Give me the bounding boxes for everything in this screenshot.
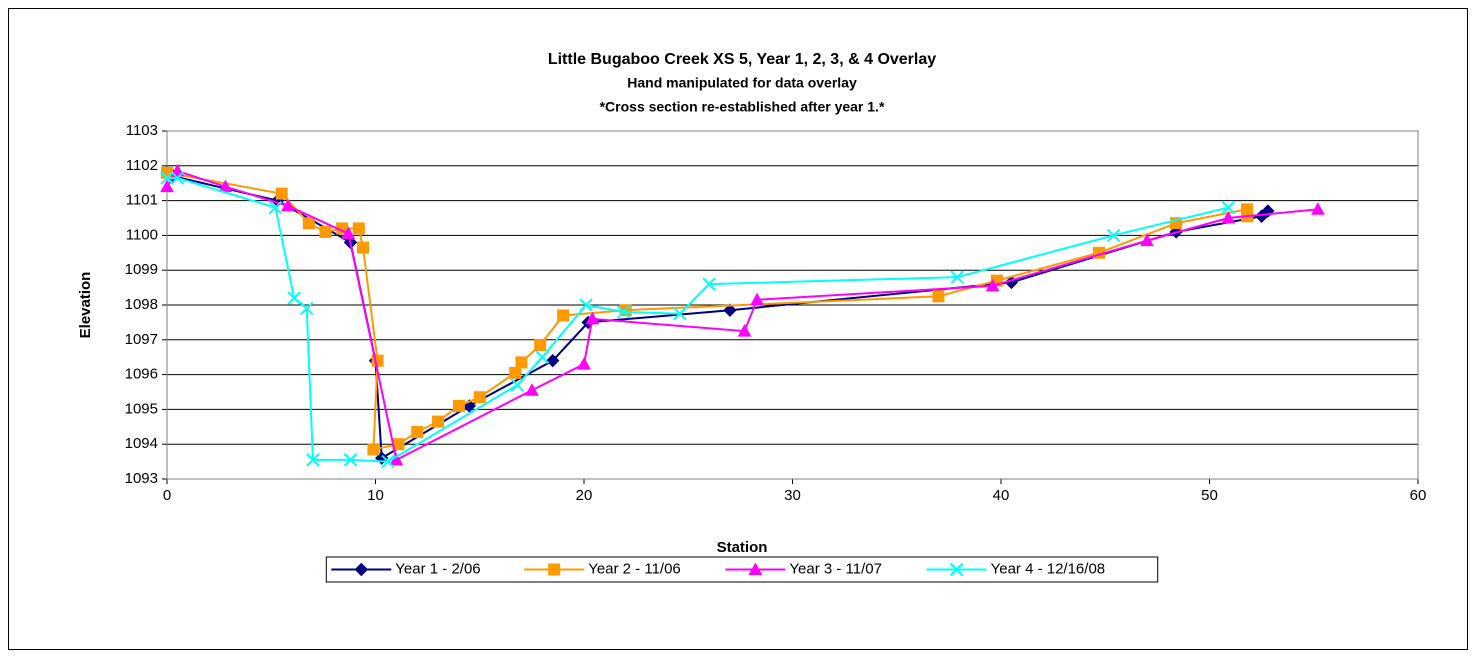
marker: [356, 241, 369, 254]
y-tick-label: 1101: [126, 192, 158, 209]
chart-subtitle: Hand manipulated for data overlay: [627, 75, 857, 91]
marker: [985, 278, 1000, 292]
legend-label: Year 1 - 2/06: [395, 560, 480, 577]
marker: [950, 270, 964, 284]
marker: [949, 562, 964, 577]
x-tick-label: 20: [576, 487, 593, 504]
y-tick-label: 1099: [125, 261, 158, 278]
x-tick-label: 60: [1410, 487, 1427, 504]
marker: [287, 291, 301, 305]
marker: [748, 562, 763, 575]
marker: [616, 305, 631, 319]
y-tick-label: 1095: [125, 400, 158, 417]
y-tick-label: 1102: [126, 157, 158, 174]
marker: [354, 562, 369, 577]
marker: [432, 415, 445, 428]
marker: [452, 399, 465, 412]
marker: [371, 354, 384, 367]
legend-label: Year 3 - 11/07: [789, 560, 882, 577]
chart-border: [8, 8, 1468, 650]
marker: [510, 378, 524, 392]
marker: [302, 217, 315, 230]
marker: [268, 200, 283, 215]
x-tick-label: 50: [1201, 487, 1218, 504]
marker: [534, 339, 547, 352]
x-tick-label: 0: [163, 487, 171, 504]
marker: [1221, 200, 1235, 215]
y-tick-label: 1094: [125, 435, 158, 452]
x-axis-label: Station: [717, 539, 768, 556]
marker: [343, 453, 358, 467]
marker: [546, 353, 560, 368]
marker: [577, 357, 591, 370]
marker: [352, 222, 365, 235]
marker: [750, 292, 764, 306]
marker: [737, 324, 752, 337]
marker: [411, 426, 424, 439]
marker: [1311, 202, 1325, 215]
marker: [299, 301, 314, 316]
marker: [579, 298, 593, 312]
marker: [319, 225, 332, 238]
x-tick-label: 10: [367, 487, 384, 504]
marker: [1170, 217, 1183, 230]
y-tick-label: 1097: [125, 331, 158, 348]
marker: [160, 179, 174, 193]
marker: [548, 563, 561, 576]
marker: [160, 171, 174, 185]
y-tick-label: 1096: [125, 366, 158, 383]
legend-label: Year 2 - 11/06: [588, 560, 681, 577]
y-tick-label: 1103: [126, 122, 158, 139]
marker: [281, 198, 295, 212]
marker: [515, 356, 528, 369]
marker: [341, 226, 356, 240]
marker: [990, 274, 1003, 287]
marker: [367, 443, 380, 456]
marker: [1140, 233, 1154, 247]
marker: [525, 383, 539, 396]
x-tick-label: 30: [784, 487, 801, 504]
marker: [673, 306, 687, 321]
marker: [585, 311, 600, 325]
marker: [1221, 210, 1236, 224]
marker: [509, 366, 522, 379]
y-tick-label: 1100: [126, 226, 158, 243]
marker: [473, 391, 486, 404]
marker: [381, 454, 395, 469]
legend-label: Year 4 - 12/16/08: [991, 560, 1106, 577]
legend: Year 1 - 2/06 Year 2 - 11/06 Year 3 - 11/0…: [325, 556, 1159, 583]
x-tick-label: 40: [993, 487, 1010, 504]
marker: [1106, 228, 1121, 243]
marker: [932, 290, 945, 303]
chart-title: Little Bugaboo Creek XS 5, Year 1, 2, 3,…: [548, 51, 936, 68]
marker: [170, 171, 185, 185]
y-axis-label: Elevation: [77, 272, 94, 339]
y-tick-label: 1093: [125, 470, 158, 487]
plot-area: [166, 130, 1419, 480]
marker: [535, 350, 550, 364]
chart-note: *Cross section re-established after year…: [600, 99, 885, 115]
marker: [306, 453, 320, 467]
marker: [275, 187, 288, 200]
y-tick-label: 1098: [125, 296, 158, 313]
marker: [723, 303, 737, 317]
marker: [557, 309, 570, 322]
marker: [170, 163, 185, 177]
marker: [702, 277, 716, 291]
